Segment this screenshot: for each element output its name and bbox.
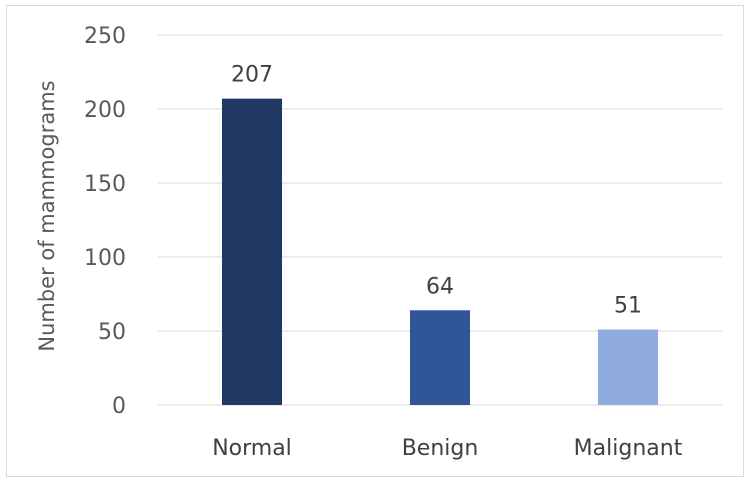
y-tick-label-100: 100: [84, 246, 126, 271]
bars: [222, 98, 658, 405]
y-tick-label-200: 200: [84, 98, 126, 123]
bar-normal: [222, 98, 282, 405]
bar-malignant: [598, 329, 658, 405]
y-tick-label-150: 150: [84, 172, 126, 197]
y-tick-label-0: 0: [112, 394, 126, 419]
y-axis-title: Number of mammograms: [35, 80, 59, 351]
x-tick-label-malignant: Malignant: [574, 436, 683, 461]
labels: 0 50 100 150 200 250 207 Normal 64 Benign 51 Malign…: [84, 24, 683, 461]
bar-benign: [410, 310, 470, 405]
data-label-benign: 64: [426, 274, 454, 299]
x-tick-label-normal: Normal: [212, 436, 292, 461]
x-tick-label-benign: Benign: [402, 436, 479, 461]
data-label-malignant: 51: [614, 294, 642, 319]
y-tick-label-250: 250: [84, 24, 126, 49]
y-tick-label-50: 50: [98, 320, 126, 345]
data-label-normal: 207: [231, 63, 273, 88]
